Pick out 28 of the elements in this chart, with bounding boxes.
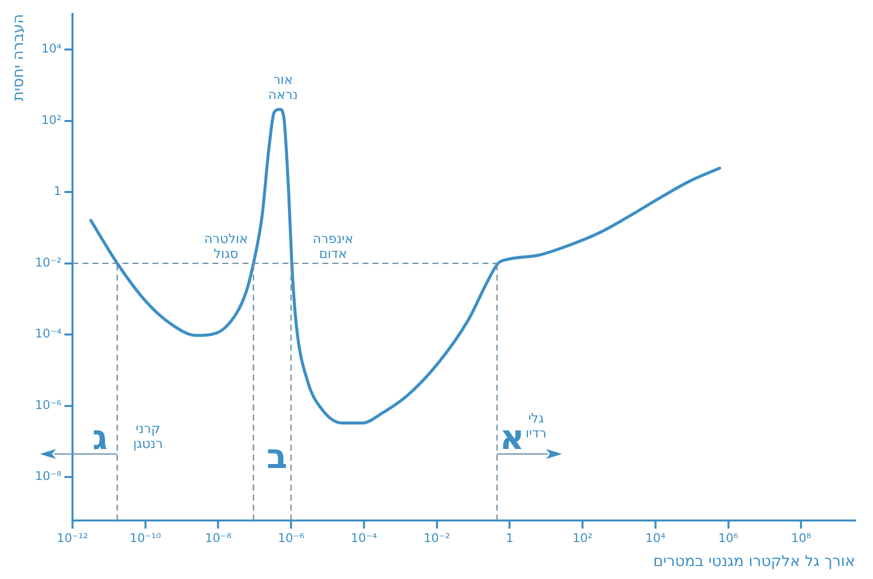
y-tick-label: 10² (41, 112, 62, 127)
y-tick-label: 1 (54, 184, 62, 198)
x-axis-title: אורך גל אלקטרו מגנטי במטרים (653, 552, 855, 570)
y-tick-label: 10⁻⁶ (34, 398, 62, 412)
y-tick-label: 10⁻⁸ (34, 469, 62, 484)
y-tick-label: 10⁻² (34, 255, 62, 270)
annotation: גלי רדיו (526, 412, 546, 442)
x-tick-label: 10⁶ (718, 530, 739, 545)
annotation: אור נראה (268, 72, 298, 103)
x-tick-label: 10² (572, 530, 593, 545)
x-tick-label: 1 (506, 530, 514, 545)
annotation: ג (92, 418, 108, 458)
y-tick-label: 10⁻⁴ (34, 326, 62, 341)
x-tick-label: 10⁻⁴ (350, 530, 378, 545)
annotation: קרני רנטגן (133, 422, 163, 452)
annotation: אולטרה סגול (204, 232, 248, 262)
x-tick-label: 10⁴ (645, 530, 666, 545)
y-axis-title: העברה יחסית (8, 14, 27, 101)
x-tick-label: 10⁻¹⁰ (130, 530, 162, 545)
annotation: א (500, 418, 524, 458)
x-tick-label: 10⁸ (791, 530, 812, 545)
x-tick-label: 10⁻¹² (56, 530, 88, 545)
annotation: ב (266, 436, 288, 477)
x-tick-label: 10⁻⁶ (278, 530, 304, 545)
x-tick-label: 10⁻² (424, 530, 450, 545)
x-tick-label: 10⁻⁸ (204, 530, 232, 545)
y-tick-label: 10⁴ (41, 42, 62, 56)
annotation: אינפרה אדום (312, 232, 354, 262)
